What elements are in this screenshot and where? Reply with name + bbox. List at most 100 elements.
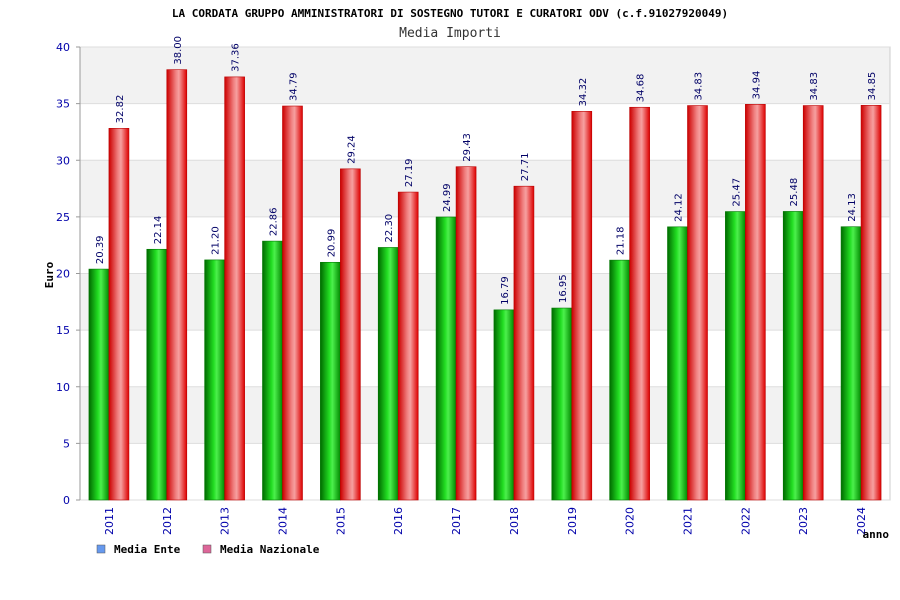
data-label-media-nazionale-2013: 37.36 (231, 43, 242, 72)
legend-swatch-media-nazionale (202, 544, 212, 554)
data-label-media-nazionale-2020: 34.68 (636, 74, 647, 103)
bar-media-ente-2016 (377, 247, 399, 501)
bar-media-ente-2022 (725, 211, 746, 501)
bar-media-ente-2021 (667, 226, 688, 501)
plot-band (80, 386, 890, 444)
data-label-media-ente-2018: 16.79 (500, 276, 511, 305)
bar-media-ente-2020 (609, 259, 630, 501)
data-label-media-nazionale-2017: 29.43 (462, 133, 473, 162)
legend-label-media-ente: Media Ente (114, 543, 181, 556)
bar-media-nazionale-2024 (860, 105, 882, 501)
chart-subtitle: Media Importi (399, 26, 501, 41)
bar-media-ente-2015 (320, 261, 341, 501)
x-tick-label-2019: 2019 (566, 507, 579, 535)
x-tick-label-2016: 2016 (392, 507, 405, 535)
data-label-media-ente-2012: 22.14 (153, 216, 164, 245)
plot-band (80, 103, 890, 161)
y-axis-ticks: 0 5 10 15 20 25 30 35 40 (56, 41, 81, 507)
x-tick-label-2021: 2021 (682, 507, 695, 535)
bar-media-nazionale-2016 (397, 191, 419, 501)
y-tick-label: 20 (56, 268, 70, 281)
data-label-media-nazionale-2016: 27.19 (404, 158, 415, 187)
bar-media-ente-2018 (493, 309, 515, 501)
plot-band (80, 273, 890, 331)
y-axis-label: Euro (43, 261, 56, 288)
y-tick-label: 40 (56, 41, 70, 54)
data-label-media-ente-2019: 16.95 (558, 274, 569, 303)
data-label-media-nazionale-2015: 29.24 (346, 135, 357, 164)
bars (88, 69, 882, 501)
y-tick-label: 5 (63, 437, 70, 450)
data-label-media-nazionale-2022: 34.94 (751, 71, 762, 100)
data-label-media-ente-2017: 24.99 (442, 183, 453, 212)
x-tick-label-2022: 2022 (739, 507, 752, 535)
x-tick-label-2013: 2013 (219, 507, 232, 535)
y-tick-label: 10 (56, 381, 70, 394)
chart-title: LA CORDATA GRUPPO AMMINISTRATORI DI SOST… (172, 7, 728, 20)
bar-media-nazionale-2022 (745, 104, 766, 501)
bar-media-nazionale-2018 (513, 185, 535, 501)
plot-band (80, 216, 890, 274)
bar-media-nazionale-2020 (629, 106, 650, 501)
legend-swatch-media-ente (96, 544, 106, 554)
plot-band (80, 160, 890, 217)
bar-media-nazionale-2019 (571, 111, 593, 501)
bar-media-ente-2013 (204, 259, 225, 501)
bar-media-ente-2011 (88, 268, 110, 501)
y-tick-label: 30 (56, 154, 70, 167)
y-tick-label: 0 (63, 494, 70, 507)
bar-media-nazionale-2011 (108, 128, 130, 501)
plot-band (80, 443, 890, 500)
data-label-media-ente-2024: 24.13 (847, 193, 858, 222)
y-tick-label: 15 (56, 324, 70, 337)
data-label-media-nazionale-2014: 34.79 (289, 72, 300, 101)
data-label-media-ente-2014: 22.86 (269, 207, 280, 236)
data-label-media-ente-2016: 22.30 (384, 214, 395, 243)
bar-media-nazionale-2014 (282, 105, 303, 501)
x-tick-label-2018: 2018 (508, 507, 521, 535)
data-label-media-nazionale-2018: 27.71 (520, 153, 531, 182)
data-label-media-ente-2011: 20.39 (95, 235, 106, 264)
y-tick-label: 35 (56, 98, 70, 111)
data-label-media-ente-2020: 21.18 (616, 226, 627, 255)
x-tick-label-2012: 2012 (161, 507, 174, 535)
data-label-media-ente-2013: 21.20 (211, 226, 222, 255)
bar-media-nazionale-2021 (687, 105, 708, 501)
data-label-media-nazionale-2021: 34.83 (694, 72, 705, 101)
x-tick-label-2024: 2024 (855, 507, 868, 535)
data-label-media-nazionale-2011: 32.82 (115, 95, 126, 124)
x-tick-label-2014: 2014 (277, 507, 290, 535)
data-label-media-nazionale-2012: 38.00 (173, 36, 184, 65)
plot-band (80, 47, 890, 104)
y-tick-label: 25 (56, 211, 70, 224)
data-label-media-ente-2015: 20.99 (326, 229, 337, 258)
bar-media-ente-2014 (262, 240, 283, 501)
x-tick-label-2017: 2017 (450, 507, 463, 535)
x-tick-label-2020: 2020 (624, 507, 637, 535)
bar-media-nazionale-2023 (802, 105, 824, 501)
x-axis-ticks: 2011 2012 2013 2014 2015 2016 2017 2018 2019 2020… (103, 507, 868, 535)
bar-media-nazionale-2015 (340, 168, 361, 501)
data-label-media-nazionale-2024: 34.85 (867, 72, 878, 101)
bar-media-ente-2024 (840, 226, 862, 501)
x-tick-label-2011: 2011 (103, 507, 116, 535)
bar-media-nazionale-2013 (224, 76, 245, 501)
data-label-media-nazionale-2023: 34.83 (809, 72, 820, 101)
bar-media-ente-2012 (146, 248, 168, 501)
x-tick-label-2015: 2015 (334, 507, 347, 535)
bar-media-ente-2017 (435, 216, 457, 501)
legend-label-media-nazionale: Media Nazionale (220, 543, 320, 556)
plot-band (80, 330, 890, 387)
bar-media-ente-2023 (782, 211, 804, 501)
legend: Media Ente Media Nazionale (96, 543, 320, 556)
bar-media-nazionale-2017 (455, 166, 477, 501)
bar-media-ente-2019 (551, 307, 573, 501)
data-labels: 20.39 32.82 22.14 38.00 21.20 37.36 22.86 34.79… (95, 36, 878, 305)
data-label-media-ente-2023: 25.48 (789, 178, 800, 207)
x-axis-label: anno (863, 528, 890, 541)
x-tick-label-2023: 2023 (797, 507, 810, 535)
data-label-media-ente-2021: 24.12 (674, 193, 685, 222)
data-label-media-nazionale-2019: 34.32 (578, 78, 589, 107)
data-label-media-ente-2022: 25.47 (731, 178, 742, 207)
